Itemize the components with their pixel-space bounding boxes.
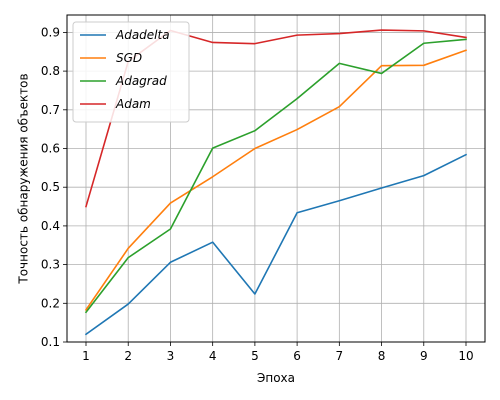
y-tick-label: 0.3 <box>41 258 60 272</box>
x-tick-label: 9 <box>420 349 428 363</box>
x-tick-label: 2 <box>124 349 132 363</box>
y-tick-label: 0.4 <box>41 219 60 233</box>
plot-frame <box>66 14 486 343</box>
x-axis-title: Эпоха <box>257 371 295 385</box>
y-tick-label: 0.9 <box>41 25 60 39</box>
x-axis-ticks: 1 2 3 4 5 6 7 8 9 10 <box>82 342 474 363</box>
y-tick-label: 0.1 <box>41 335 60 349</box>
series-lines <box>84 29 468 336</box>
legend-label: Adadelta <box>115 28 170 42</box>
legend-label: Adam <box>115 97 151 111</box>
x-tick-label: 4 <box>209 349 217 363</box>
x-tick-label: 3 <box>167 349 175 363</box>
series-line-sgd <box>84 49 468 311</box>
x-tick-label: 8 <box>378 349 386 363</box>
y-tick-label: 0.2 <box>41 296 60 310</box>
y-axis-title: Точность обнаружения объектов <box>17 73 31 284</box>
x-tick-label: 5 <box>251 349 259 363</box>
y-tick-label: 0.6 <box>41 142 60 156</box>
y-tick-label: 0.7 <box>41 103 60 117</box>
y-tick-label: 0.5 <box>41 180 60 194</box>
series-line-adagrad <box>84 38 467 314</box>
y-axis-ticks: 0.1 0.2 0.3 0.4 0.5 0.6 0.7 0.8 0.9 <box>41 25 67 349</box>
y-tick-label: 0.8 <box>41 64 60 78</box>
legend-label: Adagrad <box>115 74 167 88</box>
x-tick-label: 10 <box>458 349 473 363</box>
legend: Adadelta SGD Adagrad Adam <box>72 21 190 123</box>
series-line-adadelta <box>84 153 468 336</box>
x-tick-label: 7 <box>336 349 344 363</box>
x-tick-label: 6 <box>293 349 301 363</box>
legend-label: SGD <box>116 51 142 65</box>
legend-box <box>72 21 190 123</box>
x-tick-label: 1 <box>82 349 90 363</box>
